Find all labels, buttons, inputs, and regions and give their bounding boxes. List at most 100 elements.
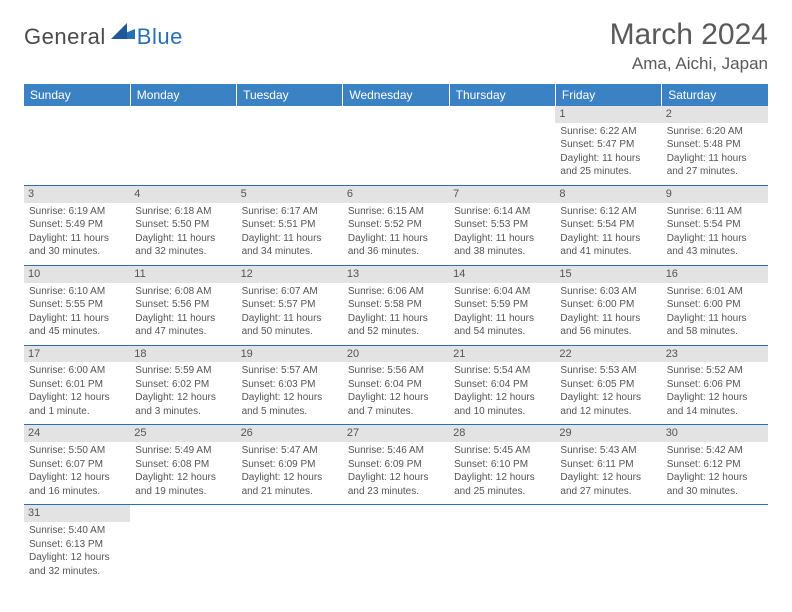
weekday-header: Wednesday <box>343 84 449 106</box>
weekday-header: Thursday <box>449 84 555 106</box>
sunrise-text: Sunrise: 6:00 AM <box>29 364 125 378</box>
sunset-text: Sunset: 6:01 PM <box>29 378 125 392</box>
sunset-text: Sunset: 6:08 PM <box>135 458 231 472</box>
day-number: 1 <box>555 106 661 123</box>
day-number: 17 <box>24 346 130 363</box>
logo-mark-icon <box>111 23 135 44</box>
sunrise-text: Sunrise: 5:54 AM <box>454 364 550 378</box>
calendar-day-cell: 11Sunrise: 6:08 AMSunset: 5:56 PMDayligh… <box>130 265 236 345</box>
daylight-text: Daylight: 11 hours and 58 minutes. <box>667 312 763 339</box>
calendar-day-cell: 5Sunrise: 6:17 AMSunset: 5:51 PMDaylight… <box>237 185 343 265</box>
calendar-day-cell: 29 Sunrise: 5:43 AMSunset: 6:11 PMDayligh… <box>555 425 661 505</box>
daylight-text: Daylight: 12 hours and 23 minutes. <box>348 471 444 498</box>
calendar-day-cell: 21Sunrise: 5:54 AMSunset: 6:04 PMDayligh… <box>449 345 555 425</box>
sunrise-text: Sunrise: 6:11 AM <box>667 205 763 219</box>
daylight-text: Daylight: 11 hours and 27 minutes. <box>667 152 763 179</box>
sunset-text: Sunset: 5:47 PM <box>560 138 656 152</box>
sunset-text: Sunset: 5:58 PM <box>348 298 444 312</box>
calendar-day-cell: 17Sunrise: 6:00 AMSunset: 6:01 PMDayligh… <box>24 345 130 425</box>
sunset-text: Sunset: 6:11 PM <box>560 458 656 472</box>
day-number: 13 <box>343 266 449 283</box>
calendar-day-cell: 3Sunrise: 6:19 AMSunset: 5:49 PMDaylight… <box>24 185 130 265</box>
calendar-table: Sunday Monday Tuesday Wednesday Thursday… <box>24 84 768 584</box>
sunset-text: Sunset: 6:09 PM <box>348 458 444 472</box>
day-number: 29 <box>555 425 661 442</box>
sunrise-text: Sunrise: 5:57 AM <box>242 364 338 378</box>
daylight-text: Daylight: 12 hours and 5 minutes. <box>242 391 338 418</box>
daylight-text: Daylight: 11 hours and 30 minutes. <box>29 232 125 259</box>
calendar-day-cell: 14Sunrise: 6:04 AMSunset: 5:59 PMDayligh… <box>449 265 555 345</box>
sunrise-text: Sunrise: 5:40 AM <box>29 524 125 538</box>
day-number: 3 <box>24 186 130 203</box>
sunrise-text: Sunrise: 5:56 AM <box>348 364 444 378</box>
daylight-text: Daylight: 12 hours and 30 minutes. <box>667 471 763 498</box>
sunset-text: Sunset: 5:50 PM <box>135 218 231 232</box>
sunrise-text: Sunrise: 6:10 AM <box>29 285 125 299</box>
calendar-week-row: 17Sunrise: 6:00 AMSunset: 6:01 PMDayligh… <box>24 345 768 425</box>
day-number: 9 <box>662 186 768 203</box>
daylight-text: Daylight: 11 hours and 54 minutes. <box>454 312 550 339</box>
sunset-text: Sunset: 6:07 PM <box>29 458 125 472</box>
sunrise-text: Sunrise: 6:01 AM <box>667 285 763 299</box>
daylight-text: Daylight: 11 hours and 43 minutes. <box>667 232 763 259</box>
day-number: 24 <box>24 425 130 442</box>
weekday-header-row: Sunday Monday Tuesday Wednesday Thursday… <box>24 84 768 106</box>
day-number: 5 <box>237 186 343 203</box>
sunrise-text: Sunrise: 5:52 AM <box>667 364 763 378</box>
day-number: 28 <box>449 425 555 442</box>
sunset-text: Sunset: 5:51 PM <box>242 218 338 232</box>
day-number: 8 <box>555 186 661 203</box>
sunrise-text: Sunrise: 5:53 AM <box>560 364 656 378</box>
calendar-day-cell <box>237 106 343 185</box>
sunset-text: Sunset: 5:53 PM <box>454 218 550 232</box>
sunrise-text: Sunrise: 5:50 AM <box>29 444 125 458</box>
daylight-text: Daylight: 12 hours and 12 minutes. <box>560 391 656 418</box>
title-block: March 2024 Ama, Aichi, Japan <box>610 18 768 74</box>
weekday-header: Friday <box>555 84 661 106</box>
sunrise-text: Sunrise: 6:14 AM <box>454 205 550 219</box>
daylight-text: Daylight: 12 hours and 1 minute. <box>29 391 125 418</box>
sunset-text: Sunset: 5:56 PM <box>135 298 231 312</box>
calendar-week-row: 1 Sunrise: 6:22 AMSunset: 5:47 PM Daylight… <box>24 106 768 185</box>
weekday-header: Sunday <box>24 84 130 106</box>
calendar-day-cell: 30Sunrise: 5:42 AMSunset: 6:12 PMDayligh… <box>662 425 768 505</box>
daylight-text: Daylight: 12 hours and 27 minutes. <box>560 471 656 498</box>
sunrise-text: Sunrise: 5:43 AM <box>560 444 656 458</box>
sunrise-text: Sunrise: 6:03 AM <box>560 285 656 299</box>
calendar-day-cell: 2Sunrise: 6:20 AMSunset: 5:48 PMDaylight… <box>662 106 768 185</box>
sunrise-text: Sunrise: 6:12 AM <box>560 205 656 219</box>
calendar-day-cell <box>555 505 661 584</box>
daylight-text: Daylight: 12 hours and 7 minutes. <box>348 391 444 418</box>
sunset-text: Sunset: 5:52 PM <box>348 218 444 232</box>
sunset-text: Sunset: 5:54 PM <box>560 218 656 232</box>
day-number: 31 <box>24 505 130 522</box>
calendar-day-cell <box>130 505 236 584</box>
daylight-text: Daylight: 11 hours and 34 minutes. <box>242 232 338 259</box>
sunrise-text: Sunrise: 5:45 AM <box>454 444 550 458</box>
calendar-day-cell: 9Sunrise: 6:11 AMSunset: 5:54 PMDaylight… <box>662 185 768 265</box>
day-number: 22 <box>555 346 661 363</box>
day-number: 26 <box>237 425 343 442</box>
sunset-text: Sunset: 6:03 PM <box>242 378 338 392</box>
day-number: 27 <box>343 425 449 442</box>
calendar-day-cell: 6Sunrise: 6:15 AMSunset: 5:52 PMDaylight… <box>343 185 449 265</box>
day-number: 16 <box>662 266 768 283</box>
calendar-day-cell: 7Sunrise: 6:14 AMSunset: 5:53 PMDaylight… <box>449 185 555 265</box>
sunset-text: Sunset: 6:06 PM <box>667 378 763 392</box>
sunset-text: Sunset: 5:55 PM <box>29 298 125 312</box>
calendar-day-cell: 13Sunrise: 6:06 AMSunset: 5:58 PMDayligh… <box>343 265 449 345</box>
sunrise-text: Sunrise: 6:22 AM <box>560 125 656 139</box>
sunrise-text: Sunrise: 6:08 AM <box>135 285 231 299</box>
day-number: 30 <box>662 425 768 442</box>
day-number: 2 <box>662 106 768 123</box>
calendar-day-cell: 31Sunrise: 5:40 AMSunset: 6:13 PMDayligh… <box>24 505 130 584</box>
daylight-text: Daylight: 12 hours and 16 minutes. <box>29 471 125 498</box>
sunset-text: Sunset: 5:49 PM <box>29 218 125 232</box>
calendar-day-cell: 27Sunrise: 5:46 AMSunset: 6:09 PMDayligh… <box>343 425 449 505</box>
day-number: 19 <box>237 346 343 363</box>
calendar-day-cell: 18Sunrise: 5:59 AMSunset: 6:02 PMDayligh… <box>130 345 236 425</box>
calendar-day-cell: 8Sunrise: 6:12 AMSunset: 5:54 PMDaylight… <box>555 185 661 265</box>
daylight-text: Daylight: 12 hours and 14 minutes. <box>667 391 763 418</box>
sunrise-text: Sunrise: 5:59 AM <box>135 364 231 378</box>
day-number: 15 <box>555 266 661 283</box>
